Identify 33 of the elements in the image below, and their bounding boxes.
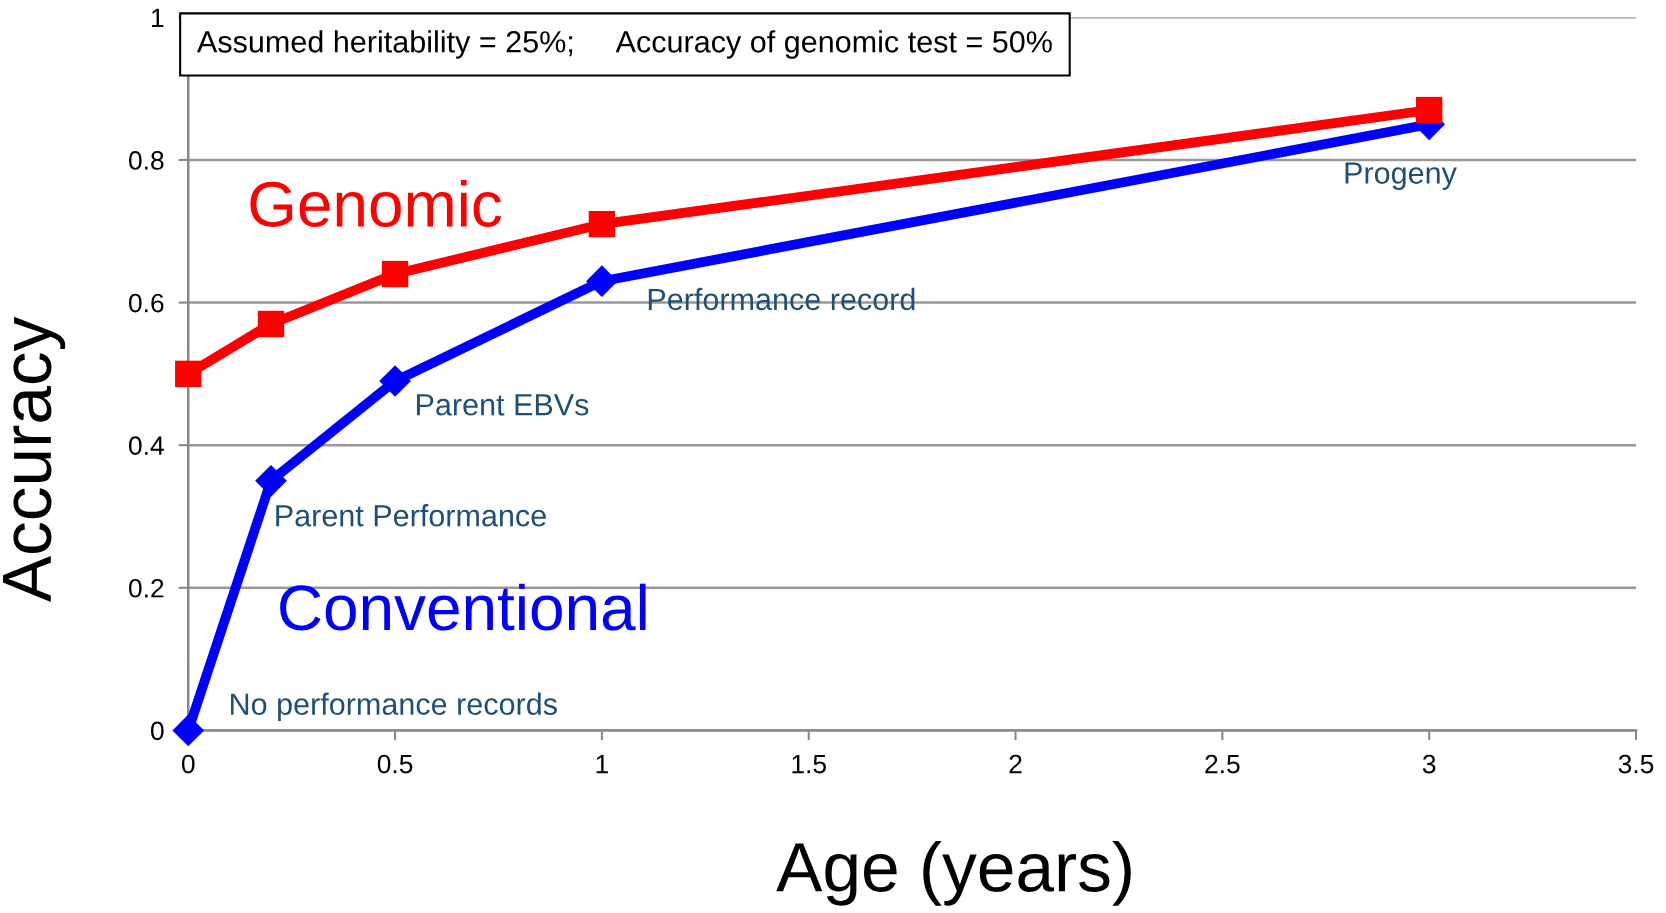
y-tick-label: 0.2 [129,578,164,598]
annotation: Performance record [648,287,915,311]
point [379,365,411,397]
point [255,465,287,497]
x-tick-label: 3.5 [1618,754,1654,774]
point [586,265,618,298]
y-tick-label: 0.6 [129,293,164,313]
point [172,714,205,747]
x-tick-label: 1 [596,754,608,774]
point [175,360,202,388]
point [588,210,616,238]
y-tick-label: 0.8 [129,151,164,170]
x-tick-label: 3 [1422,754,1436,774]
y-tick-label: 1 [151,8,164,27]
point [1416,96,1443,124]
point [257,310,285,338]
x-tick-label: 0.5 [377,754,413,774]
annotation: Parent EBVs [417,394,589,416]
y-tick-label: 0.4 [129,436,164,455]
x-axis-title: Age (years) [776,840,1131,906]
series-label: Conventional [280,583,646,631]
x-tick-label: 2 [1009,754,1022,774]
y-axis-title: Accuracy [3,316,66,603]
x-tick-label: 1.5 [792,754,826,774]
series-label: Genomic [250,180,502,228]
annotation: Assumed heritability = 25%; Accuracy of genomic test = 50% [197,30,1052,59]
x-tick-label: 0 [181,754,195,774]
annotation: No performance records [231,692,557,722]
annotation: Progeny [1345,162,1457,190]
point [381,260,409,288]
x-tick-label: 2.5 [1205,754,1240,774]
y-tick-label: 0 [151,721,164,741]
annotation: Parent Performance [276,504,546,527]
